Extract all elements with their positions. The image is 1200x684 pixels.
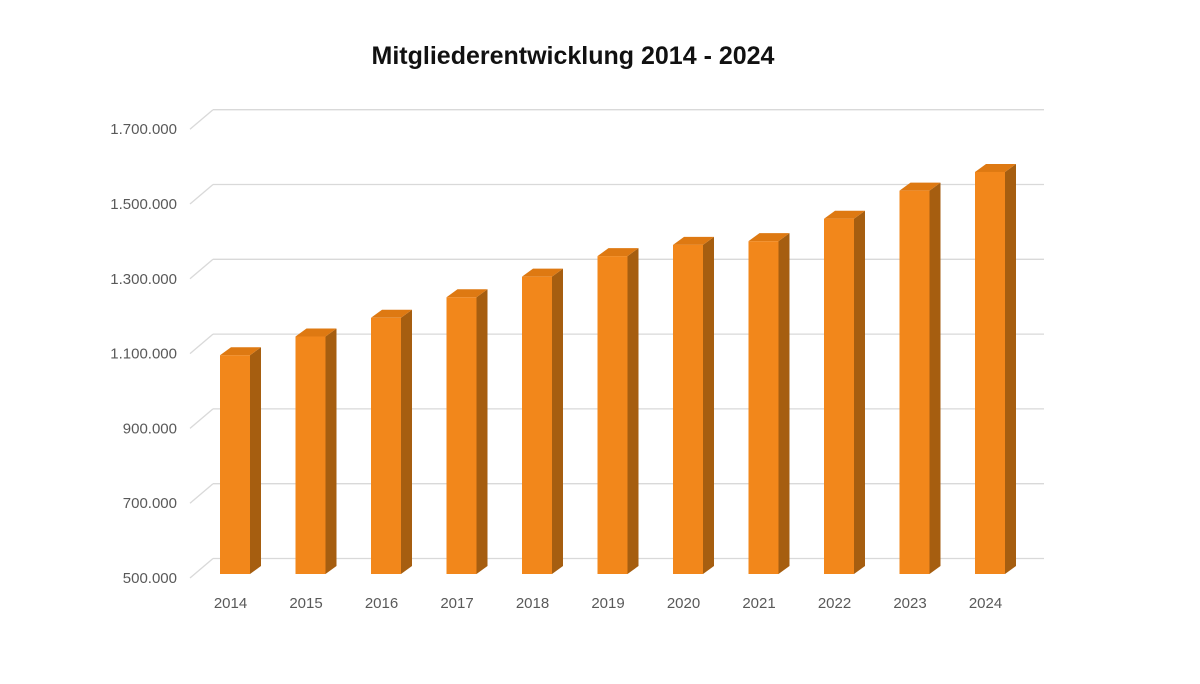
chart-title: Mitgliederentwicklung 2014 - 2024 bbox=[371, 42, 775, 70]
bar-front-face bbox=[220, 355, 250, 574]
gridline-depth-tick bbox=[189, 184, 214, 205]
ytick-label: 500.000 bbox=[123, 570, 177, 587]
gridline-depth-tick bbox=[189, 558, 214, 579]
bar-top-face bbox=[824, 210, 865, 219]
bar-front-face bbox=[748, 241, 779, 574]
bar-side-face bbox=[778, 233, 790, 574]
bar-2023 bbox=[899, 182, 941, 574]
ytick-label: 1.700.000 bbox=[110, 121, 177, 138]
bar-front-face bbox=[522, 276, 552, 574]
bar-top-face bbox=[446, 289, 488, 298]
bar-front-face bbox=[975, 171, 1005, 574]
ytick-label: 1.500.000 bbox=[110, 196, 177, 213]
bar-top-face bbox=[748, 233, 790, 242]
bar-front-face bbox=[371, 317, 401, 574]
bar-top-face bbox=[371, 309, 412, 318]
ytick-label: 1.300.000 bbox=[110, 271, 177, 288]
bar-front-face bbox=[597, 256, 628, 574]
bar-top-face bbox=[597, 248, 639, 257]
bar-side-face bbox=[250, 347, 261, 574]
bar-side-face bbox=[703, 236, 714, 574]
bar-2020 bbox=[673, 236, 714, 574]
xtick-label-2024: 2024 bbox=[969, 595, 1002, 612]
bar-side-face bbox=[854, 210, 865, 574]
bar-2019 bbox=[597, 248, 639, 574]
bar-front-face bbox=[673, 244, 703, 574]
xtick-label-2023: 2023 bbox=[893, 595, 926, 612]
bar-side-face bbox=[1005, 163, 1016, 574]
xtick-label-2015: 2015 bbox=[289, 595, 322, 612]
xtick-label-2017: 2017 bbox=[440, 595, 473, 612]
bar-top-face bbox=[522, 268, 563, 277]
bar-side-face bbox=[476, 289, 488, 574]
bar-2016 bbox=[371, 309, 412, 574]
bar-front-face bbox=[295, 336, 326, 574]
bar-2015 bbox=[295, 328, 337, 574]
xtick-label-2016: 2016 bbox=[365, 595, 398, 612]
bar-side-face bbox=[552, 268, 563, 574]
ytick-label: 900.000 bbox=[123, 420, 177, 437]
bar-front-face bbox=[446, 297, 477, 574]
xtick-label-2014: 2014 bbox=[214, 595, 247, 612]
gridline-depth-tick bbox=[189, 333, 214, 355]
bar-top-face bbox=[899, 182, 941, 191]
bar-side-face bbox=[929, 182, 941, 574]
bar-side-face bbox=[627, 248, 639, 574]
xtick-label-2020: 2020 bbox=[667, 595, 700, 612]
bar-2021 bbox=[748, 233, 790, 574]
bar-2017 bbox=[446, 289, 488, 574]
bar-front-face bbox=[824, 218, 854, 574]
ytick-label: 700.000 bbox=[123, 495, 177, 512]
gridline-depth-tick bbox=[189, 408, 214, 429]
bar-top-face bbox=[220, 347, 261, 356]
gridline-depth-tick bbox=[189, 109, 214, 130]
bar-top-face bbox=[975, 163, 1016, 172]
bar-2024 bbox=[975, 163, 1016, 574]
xtick-label-2018: 2018 bbox=[516, 595, 549, 612]
bar-2014 bbox=[220, 347, 261, 574]
ytick-label: 1.100.000 bbox=[110, 346, 177, 363]
gridline-depth-tick bbox=[189, 258, 214, 280]
bar-side-face bbox=[325, 328, 337, 574]
bar-2022 bbox=[824, 210, 865, 574]
bar-side-face bbox=[401, 309, 412, 574]
bar-top-face bbox=[673, 236, 714, 245]
bar-front-face bbox=[899, 190, 930, 574]
bar-top-face bbox=[295, 328, 337, 337]
xtick-label-2021: 2021 bbox=[742, 595, 775, 612]
gridline-depth-tick bbox=[189, 483, 214, 504]
bar-2018 bbox=[522, 268, 563, 574]
xtick-label-2019: 2019 bbox=[591, 595, 624, 612]
xtick-label-2022: 2022 bbox=[818, 595, 851, 612]
